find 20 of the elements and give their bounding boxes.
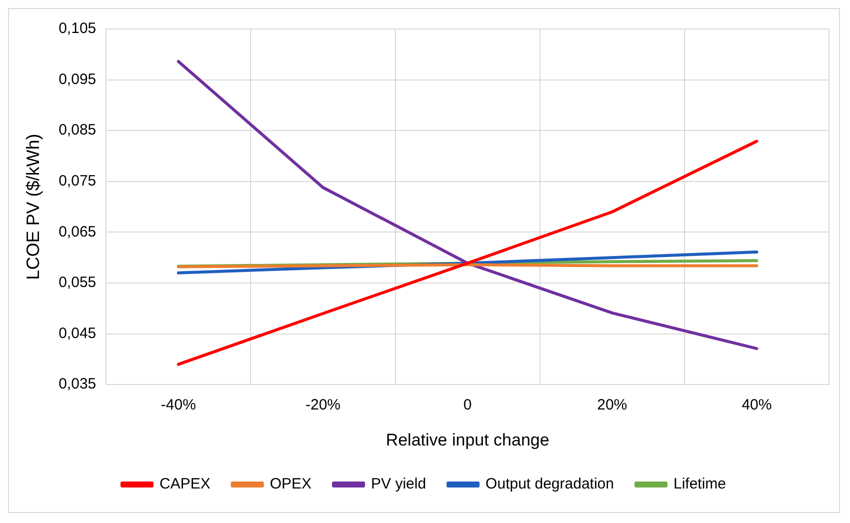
y-tick-label: 0,055 [58,274,96,292]
y-axis-title: LCOE PV ($/kWh) [22,134,43,280]
y-tick-label: 0,075 [58,172,96,190]
y-tick-label: 0,045 [58,324,96,342]
y-tick-label: 0,065 [58,223,96,240]
legend-label: CAPEX [159,476,210,493]
x-tick-label: -20% [305,396,341,414]
x-tick-label: 40% [742,396,772,414]
x-tick-label: -40% [160,396,196,414]
y-tick-label: 0,095 [58,70,96,88]
legend-label: OPEX [270,476,312,493]
y-tick-label: 0,105 [58,20,96,38]
y-tick-label: 0,035 [58,376,96,393]
legend-label: Output degradation [486,476,614,493]
x-tick-label: 0 [463,396,472,414]
legend-label: Lifetime [673,476,726,493]
x-axis-title: Relative input change [386,430,550,450]
legend-label: PV yield [371,476,426,493]
x-tick-label: 20% [597,396,628,414]
y-tick-label: 0,085 [58,122,96,139]
